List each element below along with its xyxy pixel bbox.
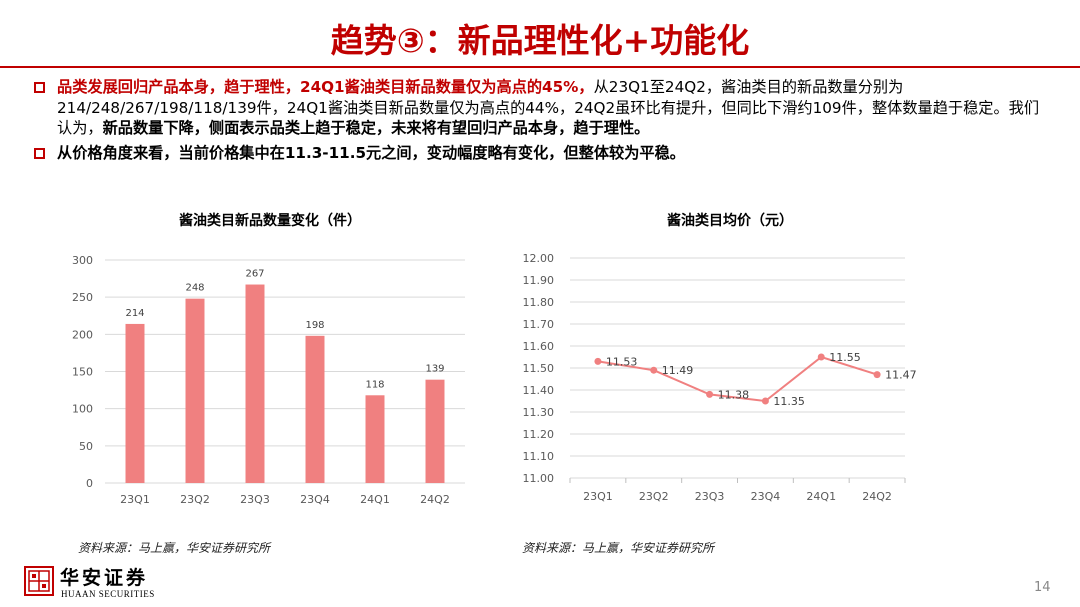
data-point bbox=[706, 390, 714, 398]
y-tick-label: 11.90 bbox=[523, 274, 555, 287]
bullet-list: 品类发展回归产品本身，趋于理性，24Q1酱油类目新品数量仅为高点的45%，从23… bbox=[34, 77, 1054, 167]
data-label: 214 bbox=[125, 308, 144, 319]
y-tick-label: 11.10 bbox=[523, 450, 555, 463]
x-tick-label: 23Q2 bbox=[180, 493, 210, 506]
source-note-left: 资料来源：马上赢，华安证券研究所 bbox=[78, 541, 271, 555]
y-tick-label: 250 bbox=[72, 291, 93, 304]
y-tick-label: 11.40 bbox=[523, 384, 555, 397]
bullet-1-text: 从23Q1至24Q2，酱油类目的新品数量分别为214/248/267/198/1… bbox=[57, 78, 1040, 137]
x-tick-label: 24Q2 bbox=[420, 493, 450, 506]
data-label: 248 bbox=[185, 283, 204, 294]
x-tick-label: 23Q3 bbox=[240, 493, 270, 506]
data-label: 11.47 bbox=[885, 369, 917, 382]
y-tick-label: 11.80 bbox=[523, 296, 555, 309]
bullet-2: 从价格角度来看，当前价格集中在11.3-11.5元之间，变动幅度略有变化，但整体… bbox=[34, 143, 1054, 164]
x-tick-label: 24Q1 bbox=[806, 490, 836, 503]
bar-chart: 0 50 100 150 200 250 300 214 23Q1 248 23Q2 267 23Q3 1… bbox=[72, 254, 465, 506]
bullet-1-conclusion: 新品数量下降，侧面表示品类上趋于稳定，未来将有望回归产品本身，趋于理性。 bbox=[102, 119, 650, 137]
data-label: 118 bbox=[365, 379, 384, 390]
bullet-1-highlight: 品类发展回归产品本身，趋于理性，24Q1酱油类目新品数量仅为高点的45%， bbox=[57, 78, 594, 96]
bullet-2-text: 从价格角度来看，当前价格集中在11.3-11.5元之间，变动幅度略有变化，但整体… bbox=[57, 143, 685, 162]
data-label: 11.35 bbox=[773, 395, 805, 408]
x-tick-label: 23Q4 bbox=[751, 490, 781, 503]
square-bullet-icon bbox=[34, 147, 45, 159]
data-point bbox=[761, 397, 769, 405]
x-tick-label: 24Q2 bbox=[862, 490, 892, 503]
data-label: 11.55 bbox=[829, 351, 861, 364]
y-tick-label: 11.30 bbox=[523, 406, 555, 419]
company-name-cn: 华安证券 bbox=[60, 567, 149, 589]
data-label: 139 bbox=[425, 364, 444, 375]
x-tick-label: 24Q1 bbox=[360, 493, 390, 506]
bar bbox=[365, 395, 385, 483]
y-tick-label: 11.00 bbox=[523, 472, 555, 485]
bar bbox=[185, 298, 205, 483]
y-tick-label: 200 bbox=[72, 328, 93, 341]
data-point bbox=[817, 353, 825, 361]
bar-chart-title: 酱油类目新品数量变化（件） bbox=[179, 213, 361, 229]
y-tick-label: 300 bbox=[72, 254, 93, 267]
data-point bbox=[594, 357, 602, 365]
y-tick-label: 12.00 bbox=[523, 252, 555, 265]
y-tick-label: 11.60 bbox=[523, 340, 555, 353]
title-divider bbox=[0, 66, 1080, 68]
bar bbox=[245, 284, 265, 483]
y-tick-label: 0 bbox=[86, 477, 93, 490]
series-line bbox=[597, 355, 878, 403]
bar bbox=[305, 335, 325, 483]
data-label: 11.38 bbox=[718, 388, 750, 401]
bar bbox=[425, 379, 445, 483]
x-tick-label: 23Q1 bbox=[120, 493, 150, 506]
data-label: 11.53 bbox=[606, 355, 637, 368]
company-logo-icon bbox=[24, 566, 54, 596]
y-tick-label: 100 bbox=[72, 403, 93, 416]
square-bullet-icon bbox=[34, 82, 45, 93]
x-tick-label: 23Q4 bbox=[300, 493, 330, 506]
data-label: 198 bbox=[305, 320, 324, 331]
slide-title: 趋势③：新品理性化+功能化 bbox=[330, 21, 750, 60]
y-tick-label: 11.70 bbox=[523, 318, 555, 331]
x-tick-label: 23Q1 bbox=[583, 490, 613, 503]
y-tick-label: 150 bbox=[72, 366, 93, 379]
company-name-en: HUAAN SECURITIES bbox=[61, 589, 155, 599]
y-tick-label: 11.50 bbox=[523, 362, 555, 375]
x-tick-label: 23Q2 bbox=[639, 490, 669, 503]
bullet-1: 品类发展回归产品本身，趋于理性，24Q1酱油类目新品数量仅为高点的45%，从23… bbox=[34, 77, 1054, 139]
line-chart: 11.00 11.10 11.20 11.30 11.40 11.50 11.60 11.70… bbox=[523, 252, 917, 503]
data-label: 11.49 bbox=[662, 364, 694, 377]
x-tick-label: 23Q3 bbox=[695, 490, 725, 503]
line-chart-title: 酱油类目均价（元） bbox=[667, 213, 793, 229]
data-point bbox=[873, 371, 881, 379]
bar bbox=[125, 323, 145, 483]
source-note-right: 资料来源：马上赢，华安证券研究所 bbox=[522, 541, 715, 555]
data-point bbox=[650, 366, 658, 374]
y-tick-label: 11.20 bbox=[523, 428, 555, 441]
y-tick-label: 50 bbox=[79, 440, 93, 453]
data-label: 267 bbox=[245, 269, 264, 280]
page-number: 14 bbox=[1034, 580, 1051, 595]
